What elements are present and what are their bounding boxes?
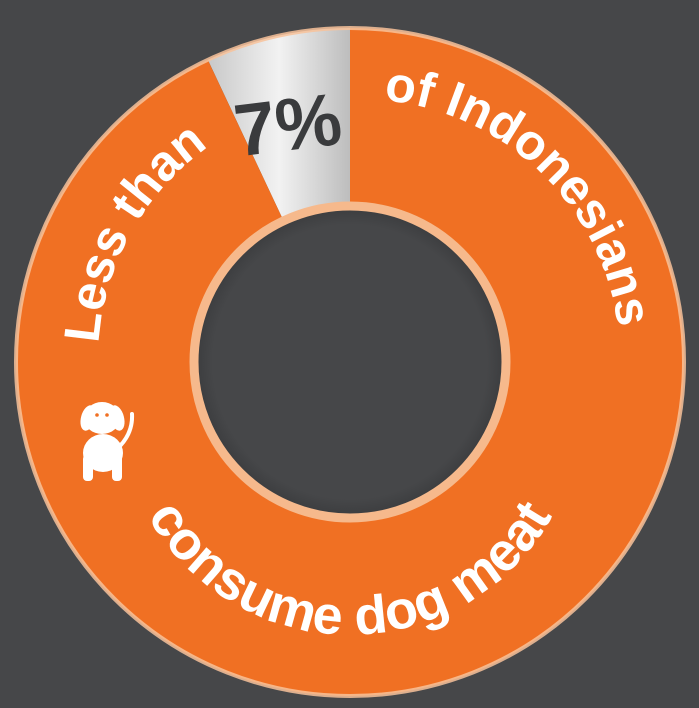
percent-value: 7% xyxy=(230,77,346,172)
slice-remainder xyxy=(15,28,685,696)
slice-highlight xyxy=(207,28,350,221)
dog-icon xyxy=(80,402,135,481)
outer-rim xyxy=(14,26,686,698)
donut-slices xyxy=(15,28,685,696)
donut-hole xyxy=(189,201,511,523)
